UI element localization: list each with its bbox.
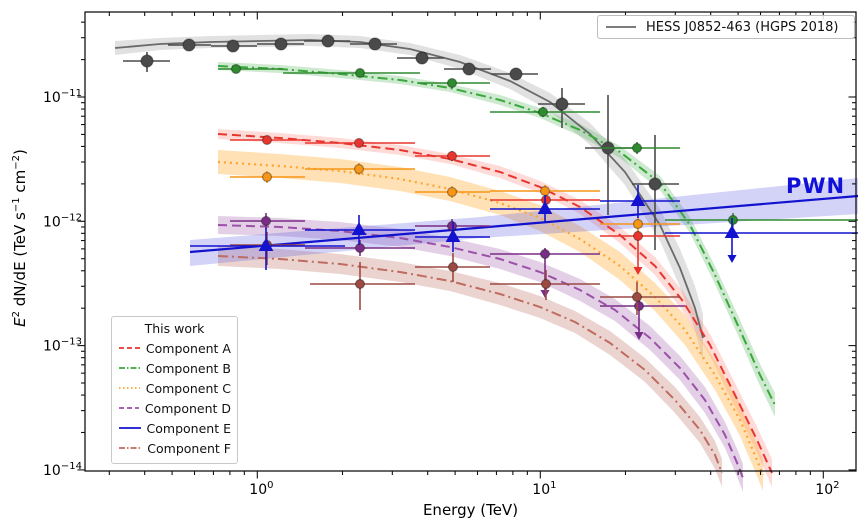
- legend-item-e: Component E: [118, 418, 231, 438]
- curve-E: [189, 194, 859, 254]
- tick-label: 101: [532, 480, 556, 498]
- legend-line-sample: [119, 427, 141, 429]
- legend-line-sample: [119, 407, 139, 409]
- points-C: [230, 163, 680, 231]
- x-axis-label: Energy (TeV): [422, 501, 519, 519]
- legend-hess: HESS J0852-463 (HGPS 2018): [597, 15, 855, 39]
- legend-line-sample: [606, 26, 636, 28]
- band-A: [218, 129, 772, 487]
- curve-C: [217, 160, 765, 476]
- legend-item-f: Component F: [118, 438, 231, 458]
- legend-item-label: Component C: [145, 380, 231, 396]
- points-A: [230, 134, 680, 275]
- legend-item-label: Component F: [147, 440, 231, 456]
- tick-label: 10−12: [43, 212, 82, 230]
- plot-frame: [84, 11, 857, 472]
- legend-line-sample: [119, 367, 140, 369]
- tick-label: 100: [249, 480, 273, 498]
- band-hess: [115, 34, 703, 362]
- legend-item-a: Component A: [118, 338, 231, 358]
- legend-item-label: Component E: [146, 420, 231, 436]
- curve-F: [217, 255, 723, 474]
- pwn-annotation: PWN: [786, 174, 846, 198]
- points-F: [230, 232, 680, 315]
- points-hess: [123, 34, 679, 250]
- points-D: [230, 213, 685, 340]
- band-F: [218, 246, 722, 487]
- legend-line-sample: [119, 387, 140, 389]
- tick-label: 10−13: [43, 337, 82, 355]
- points-B: [218, 63, 858, 227]
- tick-label: 102: [815, 480, 839, 498]
- legend-item-d: Component D: [118, 398, 231, 418]
- legend-item-label: Component B: [145, 360, 231, 376]
- legend-item-b: Component B: [118, 358, 231, 378]
- legend-item-label: Component A: [145, 340, 231, 356]
- y-axis-label: E2 dN/dE (TeV s−1 cm−2): [11, 149, 29, 327]
- legend-this-work: This work Component A Component B Componen…: [111, 316, 238, 464]
- legend-title: This work: [144, 321, 205, 336]
- tick-label: 10−11: [43, 88, 82, 106]
- legend-item-c: Component C: [118, 378, 231, 398]
- tick-label: 10−14: [43, 461, 82, 479]
- band-E: [190, 178, 858, 266]
- legend-line-sample: [119, 447, 142, 449]
- points-E: [190, 185, 858, 270]
- legend-hess-label: HESS J0852-463 (HGPS 2018): [646, 19, 839, 35]
- legend-item-label: Component D: [144, 400, 231, 416]
- axis-ticks: [77, 12, 856, 479]
- legend-line-sample: [119, 347, 140, 349]
